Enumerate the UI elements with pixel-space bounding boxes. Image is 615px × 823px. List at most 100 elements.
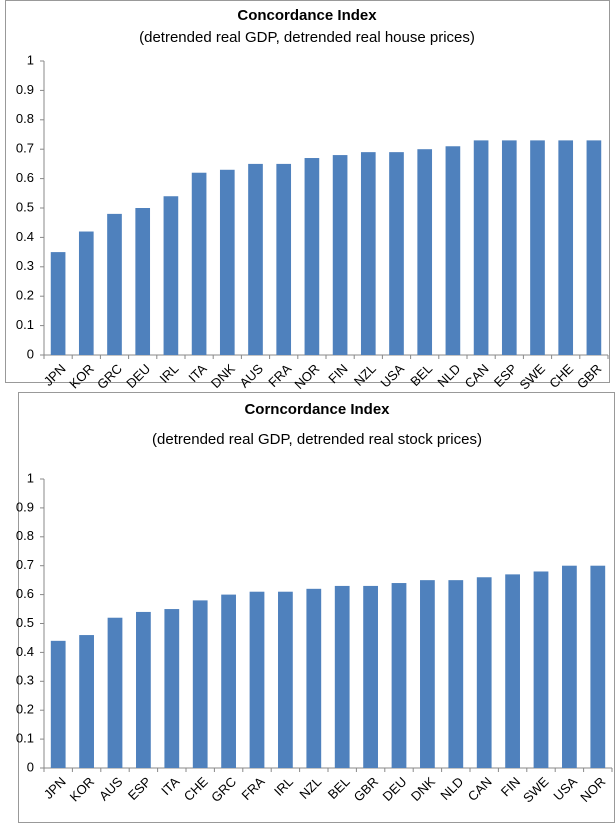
- bar: [248, 163, 263, 355]
- chart-frame: [5, 0, 610, 383]
- x-tick-label: USA: [550, 774, 580, 804]
- y-tick-label: 0.6: [16, 586, 34, 601]
- y-tick-label: 0.2: [16, 288, 34, 303]
- bar: [107, 617, 123, 768]
- x-tick-label: NOR: [577, 774, 608, 805]
- x-tick-label: DNK: [408, 774, 438, 804]
- x-tick-label: NOR: [291, 361, 322, 392]
- x-tick-label: SWE: [516, 361, 548, 393]
- bar: [448, 580, 464, 768]
- x-tick-label: ITA: [158, 774, 182, 798]
- bar: [164, 609, 180, 768]
- x-tick-label: GRC: [94, 361, 125, 392]
- chart-subtitle: (detrended real GDP, detrended real hous…: [139, 29, 475, 46]
- x-tick-label: AUS: [96, 774, 126, 804]
- bar: [221, 594, 236, 768]
- x-tick-label: AUS: [237, 361, 267, 391]
- bar: [501, 140, 517, 355]
- bar: [420, 580, 435, 768]
- bar: [334, 585, 350, 768]
- x-tick-label: CHE: [546, 361, 576, 391]
- x-tick-label: GBR: [351, 774, 382, 805]
- bar: [79, 635, 94, 768]
- x-tick-label: ITA: [185, 361, 209, 385]
- x-tick-label: NLD: [434, 361, 463, 390]
- bar: [391, 583, 407, 768]
- x-tick-label: IRL: [271, 774, 296, 799]
- x-tick-label: GBR: [574, 361, 605, 392]
- bar: [389, 152, 404, 355]
- x-tick-label: CHE: [181, 774, 211, 804]
- x-tick-label: JPN: [41, 774, 69, 802]
- bar: [530, 140, 545, 355]
- bar: [445, 146, 461, 355]
- x-tick-label: ESP: [491, 361, 520, 390]
- x-tick-label: USA: [378, 361, 408, 391]
- x-tick-label: FRA: [265, 361, 294, 390]
- bar: [249, 591, 265, 768]
- y-tick-label: 1: [27, 52, 34, 67]
- y-tick-label: 0.2: [16, 702, 34, 717]
- x-tick-label: DEU: [123, 361, 153, 391]
- x-tick-label: FRA: [239, 774, 268, 803]
- x-tick-label: DNK: [208, 361, 238, 391]
- bar: [304, 158, 320, 355]
- y-tick-label: 0.3: [16, 258, 34, 273]
- y-tick-label: 0: [27, 346, 34, 361]
- x-tick-label: BEL: [325, 774, 353, 802]
- x-tick-label: SWE: [520, 774, 552, 806]
- bar: [562, 565, 577, 768]
- y-tick-label: 0.5: [16, 615, 34, 630]
- chart-title: Corncordance Index: [244, 401, 390, 418]
- x-tick-label: ESP: [125, 774, 154, 803]
- chart-title: Concordance Index: [237, 7, 377, 24]
- y-tick-label: 0.1: [16, 317, 34, 332]
- bar: [78, 231, 94, 355]
- bar: [191, 172, 207, 355]
- bar: [332, 155, 348, 355]
- bar: [219, 169, 235, 355]
- x-tick-label: DEU: [380, 774, 410, 804]
- x-tick-label: NLD: [437, 774, 466, 803]
- bar: [360, 152, 376, 355]
- x-tick-label: NZL: [296, 774, 324, 802]
- bar: [476, 577, 492, 768]
- bar: [590, 565, 606, 768]
- bar: [107, 213, 122, 355]
- bar: [136, 611, 151, 768]
- bar: [278, 591, 293, 768]
- y-tick-label: 0.8: [16, 528, 34, 543]
- y-tick-label: 0.8: [16, 111, 34, 126]
- y-tick-label: 0.9: [16, 499, 34, 514]
- bar: [505, 574, 520, 768]
- bar: [50, 640, 66, 768]
- x-tick-label: GRC: [208, 774, 239, 805]
- y-tick-label: 0.4: [16, 644, 34, 659]
- bar: [586, 140, 602, 355]
- x-tick-label: NZL: [351, 361, 379, 389]
- x-tick-label: CAN: [465, 774, 495, 804]
- x-tick-label: KOR: [66, 361, 97, 392]
- bar: [135, 208, 151, 355]
- bar: [558, 140, 574, 355]
- y-tick-label: 0.9: [16, 82, 34, 97]
- x-tick-label: CAN: [462, 361, 492, 391]
- y-tick-label: 0.6: [16, 170, 34, 185]
- y-tick-label: 0: [27, 759, 34, 774]
- x-tick-label: BEL: [407, 361, 435, 389]
- bar: [533, 571, 549, 768]
- bar: [306, 588, 322, 768]
- y-tick-label: 0.4: [16, 229, 34, 244]
- bar: [363, 585, 378, 768]
- bar: [276, 163, 292, 355]
- chart-subtitle: (detrended real GDP, detrended real stoc…: [152, 431, 482, 448]
- bar: [473, 140, 489, 355]
- x-tick-label: JPN: [41, 361, 69, 389]
- y-tick-label: 0.1: [16, 731, 34, 746]
- y-tick-label: 0.7: [16, 557, 34, 572]
- bar: [163, 196, 179, 355]
- y-tick-label: 0.7: [16, 141, 34, 156]
- bar: [417, 149, 433, 355]
- y-tick-label: 0.3: [16, 673, 34, 688]
